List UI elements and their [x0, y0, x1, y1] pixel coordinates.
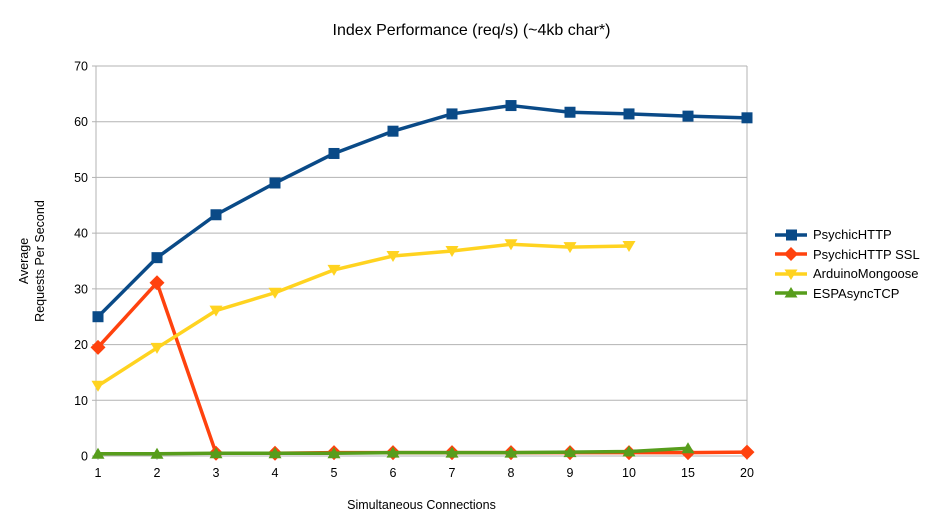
- legend-label-arduinomongoose: ArduinoMongoose: [813, 266, 919, 282]
- series-marker-espasynctcp: [445, 446, 459, 458]
- legend-marker-psychichttp-ssl-icon: [784, 247, 798, 262]
- series-line-arduinomongoose: [96, 242, 631, 388]
- legend-key-psychichttp: [775, 229, 807, 241]
- x-tick-label: 6: [390, 466, 397, 480]
- legend-marker-espasynctcp-icon: [784, 287, 798, 298]
- series-marker-psychichttp: [741, 112, 753, 124]
- legend: PsychicHTTP PsychicHTTP SSL ArduinoMongoos…: [775, 225, 920, 303]
- legend-label-psychichttp-ssl: PsychicHTTP SSL: [813, 246, 920, 262]
- series-line-psychichttp: [96, 103, 749, 319]
- series-marker-arduinomongoose: [209, 305, 223, 317]
- series-line-psychichttp-ssl: [96, 280, 749, 455]
- series-marker-arduinomongoose: [91, 380, 105, 392]
- series-marker-espasynctcp: [150, 447, 164, 459]
- legend-key-psychichttp-ssl: [775, 247, 807, 262]
- y-tick-label: 60: [74, 115, 88, 129]
- x-tick-label: 4: [272, 466, 279, 480]
- series-marker-espasynctcp: [504, 446, 518, 458]
- y-axis-title-line2: Requests Per Second: [33, 200, 47, 322]
- series-marker-psychichttp: [446, 108, 458, 120]
- series-marker-psychichttp: [623, 108, 635, 120]
- legend-item-arduinomongoose: ArduinoMongoose: [775, 264, 920, 284]
- series-marker-arduinomongoose: [504, 239, 518, 251]
- x-axis-title: Simultaneous Connections: [347, 498, 496, 512]
- x-tick-label: 3: [213, 466, 220, 480]
- legend-marker-psychichttp-icon: [786, 229, 797, 241]
- legend-item-psychichttp-ssl: PsychicHTTP SSL: [775, 245, 920, 265]
- series-marker-arduinomongoose: [622, 240, 636, 252]
- legend-item-psychichttp: PsychicHTTP: [775, 225, 920, 245]
- series-marker-psychichttp: [269, 177, 281, 189]
- legend-key-arduinomongoose: [775, 269, 807, 280]
- series-marker-espasynctcp: [268, 447, 282, 459]
- x-tick-label: 10: [622, 466, 636, 480]
- x-tick-label: 20: [740, 466, 754, 480]
- y-tick-label: 40: [74, 227, 88, 241]
- series-marker-arduinomongoose: [268, 287, 282, 299]
- series-marker-arduinomongoose: [150, 342, 164, 354]
- y-tick-label: 70: [74, 60, 88, 74]
- series-marker-arduinomongoose: [327, 264, 341, 276]
- series-marker-espasynctcp: [681, 442, 695, 454]
- series-marker-psychichttp-ssl: [90, 339, 106, 355]
- series-marker-psychichttp: [210, 209, 222, 221]
- x-tick-label: 2: [154, 466, 161, 480]
- series-marker-espasynctcp: [622, 445, 636, 457]
- series-marker-espasynctcp: [91, 447, 105, 459]
- y-axis-title: Average Requests Per Second: [16, 111, 50, 411]
- series-marker-espasynctcp: [563, 446, 577, 458]
- series-marker-espasynctcp: [386, 446, 400, 458]
- series-marker-psychichttp: [505, 100, 517, 112]
- series-marker-espasynctcp: [327, 447, 341, 459]
- x-tick-label: 5: [331, 466, 338, 480]
- series-marker-psychichttp: [92, 311, 104, 323]
- x-tick-label: 8: [508, 466, 515, 480]
- series-marker-psychichttp: [328, 147, 340, 159]
- y-tick-label: 20: [74, 338, 88, 352]
- series-marker-psychichttp: [682, 110, 694, 122]
- y-tick-label: 10: [74, 394, 88, 408]
- y-tick-label: 50: [74, 171, 88, 185]
- series-marker-psychichttp: [564, 106, 576, 118]
- x-tick-label: 1: [95, 466, 102, 480]
- x-tick-label: 9: [567, 466, 574, 480]
- series-marker-espasynctcp: [209, 447, 223, 459]
- series-marker-arduinomongoose: [563, 242, 577, 254]
- legend-key-espasynctcp: [775, 287, 807, 298]
- series-marker-arduinomongoose: [386, 250, 400, 262]
- series-marker-arduinomongoose: [445, 245, 459, 257]
- series-marker-psychichttp-ssl: [739, 444, 755, 460]
- y-tick-label: 0: [81, 450, 88, 464]
- series-marker-psychichttp: [387, 125, 399, 137]
- series-marker-psychichttp: [151, 252, 163, 264]
- x-tick-label: 7: [449, 466, 456, 480]
- legend-label-espasynctcp: ESPAsyncTCP: [813, 285, 900, 301]
- y-axis-title-line1: Average: [17, 237, 31, 285]
- series-marker-psychichttp-ssl: [149, 275, 165, 291]
- legend-label-psychichttp: PsychicHTTP: [813, 227, 892, 243]
- legend-marker-arduinomongoose-icon: [784, 269, 798, 280]
- y-tick-label: 30: [74, 282, 88, 296]
- chart-title: Index Performance (req/s) (~4kb char*): [332, 22, 611, 39]
- legend-item-espasynctcp: ESPAsyncTCP: [775, 284, 920, 304]
- x-tick-label: 15: [681, 466, 695, 480]
